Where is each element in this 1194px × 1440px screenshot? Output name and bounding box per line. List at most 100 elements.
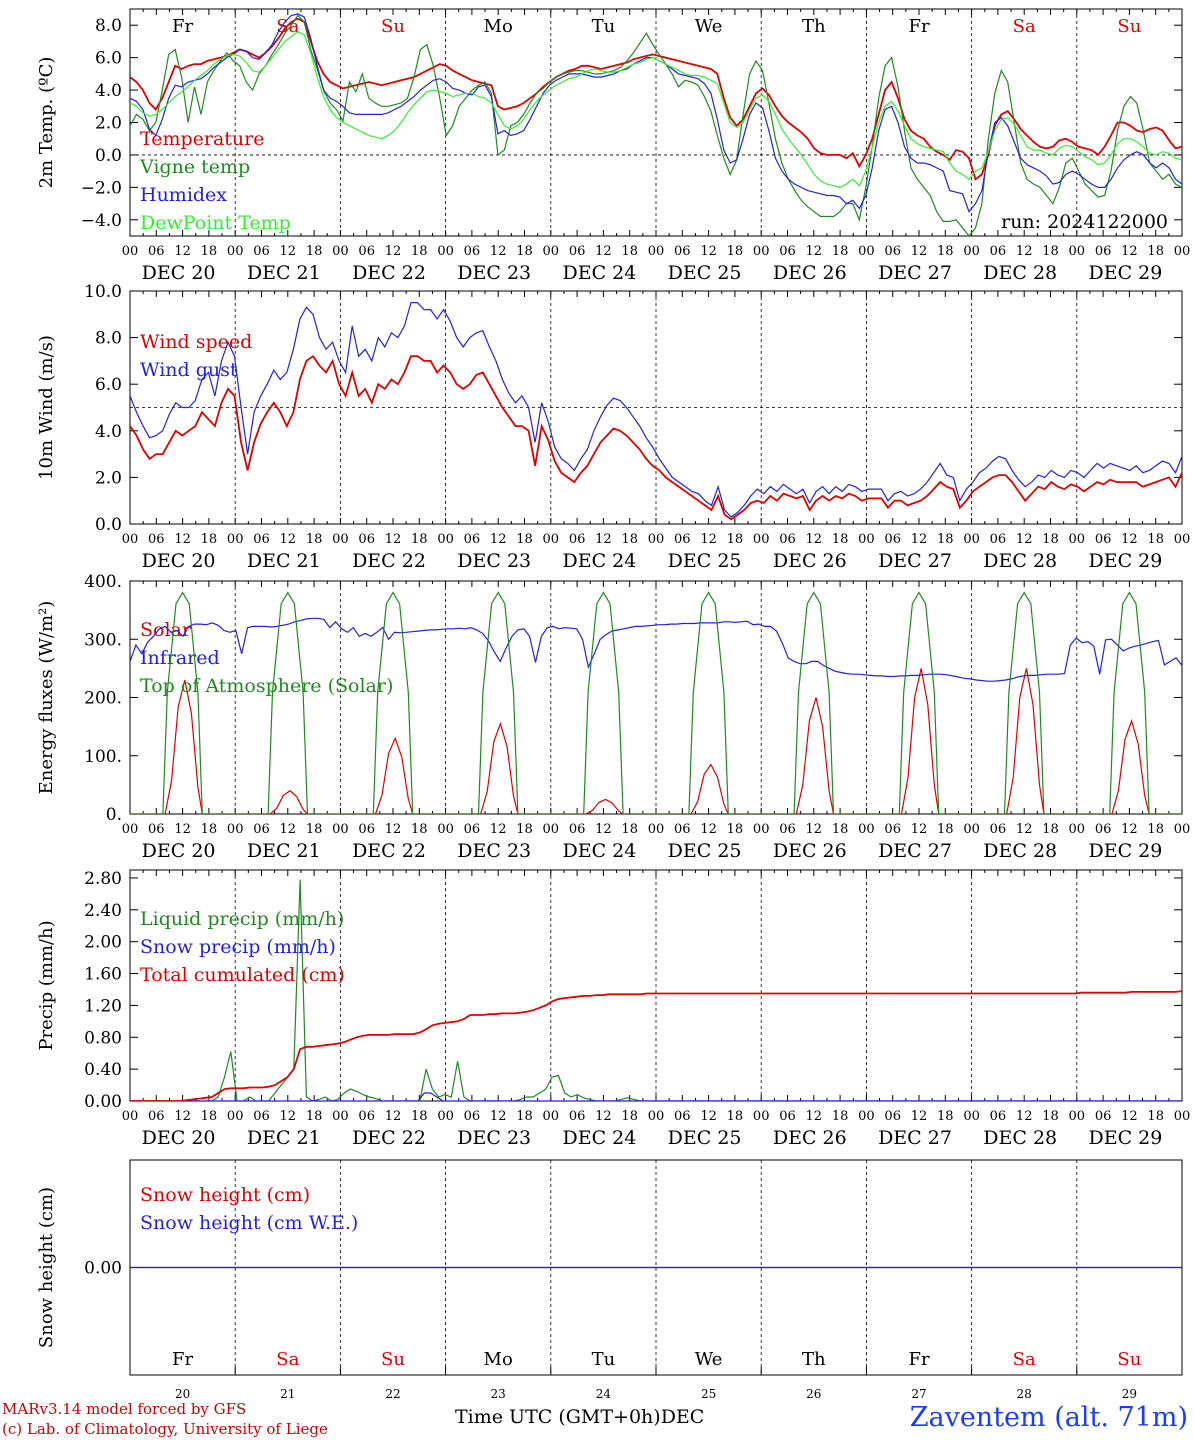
y-tick-label: 0.80	[84, 1028, 122, 1048]
hour-tick-label: 06	[358, 1109, 375, 1124]
hour-tick-label: 12	[911, 822, 928, 837]
hour-tick-label: 18	[937, 1109, 954, 1124]
series-line-liquid-precip-mm-h-	[130, 879, 1182, 1101]
date-label: DEC 28	[983, 550, 1057, 572]
hour-tick-label: 18	[832, 1109, 849, 1124]
y-tick-label: 400.	[84, 572, 122, 592]
x-axis-title: Time UTC (GMT+0h)DEC	[455, 1406, 704, 1428]
hour-tick-label: 12	[385, 532, 402, 547]
hour-tick-label: 06	[884, 1109, 901, 1124]
hour-tick-label: 00	[543, 532, 560, 547]
date-label: DEC 22	[352, 840, 426, 862]
date-label: DEC 29	[1088, 262, 1162, 284]
series-line-vigne-temp	[130, 14, 1182, 236]
series-line-infrared	[130, 617, 1182, 682]
hour-tick-label: 00	[122, 822, 139, 837]
hour-tick-label: 06	[779, 822, 796, 837]
hour-tick-label: 06	[358, 244, 375, 259]
hour-tick-label: 00	[1069, 1109, 1086, 1124]
hour-tick-label: 06	[1095, 532, 1112, 547]
y-tick-label: 0.00	[84, 1259, 122, 1279]
hour-tick-label: 06	[464, 822, 481, 837]
y-axis-title: 10m Wind (m/s)	[36, 335, 57, 480]
hour-tick-label: 06	[253, 1109, 270, 1124]
hour-tick-label: 12	[911, 532, 928, 547]
weekday-label: Su	[1117, 16, 1141, 37]
date-label: DEC 24	[562, 1127, 636, 1149]
hour-tick-label: 12	[700, 244, 717, 259]
hour-tick-label: 00	[648, 1109, 665, 1124]
hour-tick-label: 18	[1147, 532, 1164, 547]
hour-tick-label: 18	[621, 822, 638, 837]
day-number-label: 27	[911, 1387, 926, 1401]
weekday-label: Su	[381, 1349, 405, 1370]
y-tick-label: 2.0	[95, 468, 122, 488]
hour-tick-label: 18	[306, 532, 323, 547]
weekday-label: We	[695, 1349, 723, 1370]
hour-tick-label: 18	[516, 532, 533, 547]
hour-tick-label: 00	[753, 244, 770, 259]
hour-tick-label: 06	[990, 822, 1007, 837]
hour-tick-label: 00	[227, 532, 244, 547]
date-label: DEC 20	[142, 262, 216, 284]
weekday-label: Su	[1117, 1349, 1141, 1370]
y-tick-label: 0.	[106, 805, 122, 825]
hour-tick-label: 06	[148, 532, 165, 547]
date-label: DEC 29	[1088, 840, 1162, 862]
hour-tick-label: 12	[1016, 822, 1033, 837]
weekday-label: Tu	[592, 1349, 616, 1370]
hour-tick-label: 12	[806, 532, 823, 547]
hour-tick-label: 12	[806, 1109, 823, 1124]
hour-tick-label: 00	[122, 1109, 139, 1124]
hour-tick-label: 00	[963, 1109, 980, 1124]
hour-tick-label: 00	[648, 532, 665, 547]
hour-tick-label: 18	[411, 1109, 428, 1124]
weekday-label: Th	[802, 16, 826, 37]
hour-tick-label: 06	[674, 244, 691, 259]
hour-tick-label: 12	[806, 244, 823, 259]
hour-tick-label: 00	[1069, 532, 1086, 547]
legend-entry: Vigne temp	[139, 156, 250, 178]
hour-tick-label: 12	[385, 244, 402, 259]
hour-tick-label: 18	[1147, 1109, 1164, 1124]
hour-tick-label: 12	[595, 532, 612, 547]
hour-tick-label: 00	[1174, 1109, 1191, 1124]
date-label: DEC 20	[142, 840, 216, 862]
hour-tick-label: 00	[227, 822, 244, 837]
hour-tick-label: 00	[332, 822, 349, 837]
weekday-label: Fr	[172, 16, 193, 37]
date-label: DEC 20	[142, 550, 216, 572]
hour-tick-label: 18	[832, 244, 849, 259]
day-number-label: 26	[806, 1387, 821, 1401]
hour-tick-label: 18	[1147, 822, 1164, 837]
y-axis-title: Precip (mm/h)	[36, 920, 57, 1050]
hour-tick-label: 06	[464, 532, 481, 547]
weekday-label: We	[695, 16, 723, 37]
hour-tick-label: 06	[1095, 244, 1112, 259]
date-label: DEC 22	[352, 1127, 426, 1149]
date-label: DEC 23	[457, 550, 531, 572]
hour-tick-label: 12	[1121, 1109, 1138, 1124]
hour-tick-label: 18	[201, 1109, 218, 1124]
hour-tick-label: 00	[858, 1109, 875, 1124]
hour-tick-label: 00	[963, 244, 980, 259]
y-tick-label: 1.60	[84, 965, 122, 985]
hour-tick-label: 12	[1016, 532, 1033, 547]
y-tick-label: 0.40	[84, 1060, 122, 1080]
y-tick-label: −4.0	[81, 211, 122, 231]
hour-tick-label: 18	[1147, 244, 1164, 259]
weekday-label: Mo	[484, 16, 513, 37]
hour-tick-label: 06	[253, 822, 270, 837]
hour-tick-label: 06	[1095, 822, 1112, 837]
date-label: DEC 28	[983, 262, 1057, 284]
hour-tick-label: 06	[779, 1109, 796, 1124]
hour-tick-label: 12	[490, 822, 507, 837]
hour-tick-label: 12	[595, 822, 612, 837]
hour-tick-label: 06	[358, 822, 375, 837]
hour-tick-label: 00	[1174, 532, 1191, 547]
hour-tick-label: 18	[937, 532, 954, 547]
hour-tick-label: 12	[911, 1109, 928, 1124]
credit-lab: (c) Lab. of Climatology, University of L…	[2, 1420, 328, 1438]
hour-tick-label: 18	[516, 822, 533, 837]
date-label: DEC 21	[247, 262, 321, 284]
